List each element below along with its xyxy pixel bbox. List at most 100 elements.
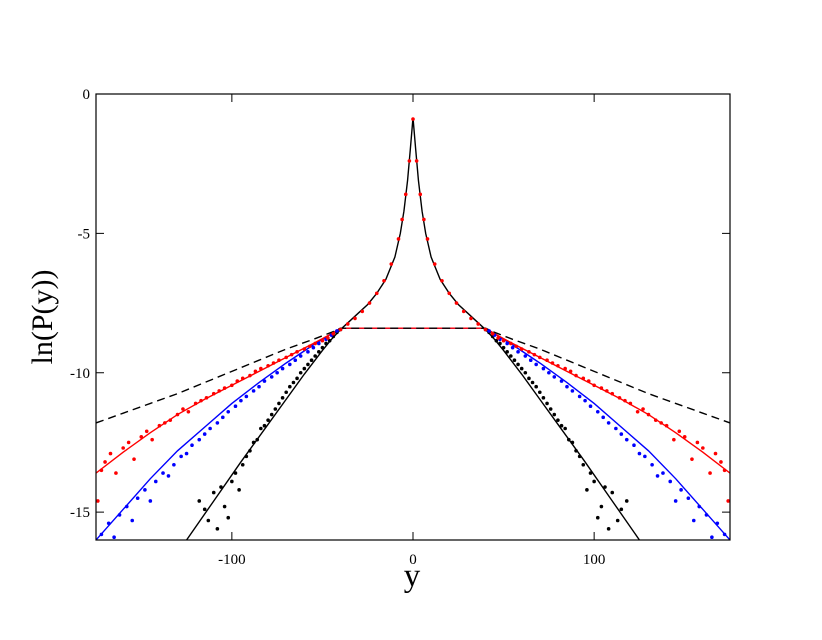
data-point-s2-51 — [403, 192, 408, 197]
data-point-s2-49 — [396, 237, 401, 241]
plot-marks — [96, 117, 730, 540]
data-point-s0-64 — [574, 449, 578, 453]
data-point-s2-95 — [664, 423, 669, 428]
data-point-s2-79 — [568, 369, 573, 374]
series-line-5 — [96, 327, 730, 474]
data-point-s2-87 — [617, 396, 622, 400]
data-point-s0-76 — [619, 507, 624, 512]
data-point-s2-28 — [259, 366, 263, 371]
data-point-s1-68 — [655, 474, 660, 478]
data-point-s0-61 — [563, 426, 567, 431]
data-point-s0-47 — [512, 358, 517, 363]
data-point-s0-55 — [541, 396, 546, 400]
data-point-s0-52 — [530, 380, 535, 385]
data-point-s0-45 — [505, 350, 509, 354]
data-point-s2-106 — [726, 499, 730, 503]
data-point-s0-14 — [251, 440, 256, 445]
data-point-s2-4 — [114, 471, 118, 475]
data-point-s2-42 — [345, 322, 350, 326]
data-point-s0-72 — [603, 485, 607, 489]
data-point-s2-71 — [519, 347, 524, 351]
data-point-s0-25 — [291, 380, 296, 385]
data-point-s2-83 — [592, 383, 596, 388]
data-point-s1-79 — [722, 532, 727, 537]
data-point-s1-17 — [202, 432, 207, 436]
data-point-s0-50 — [523, 370, 528, 375]
data-point-s2-57 — [425, 237, 430, 241]
data-point-s2-54 — [414, 159, 419, 163]
y-axis-label: ln(P(y)) — [26, 270, 59, 365]
data-point-s0-58 — [552, 412, 557, 417]
data-point-s2-3 — [108, 451, 113, 456]
data-point-s2-50 — [400, 217, 404, 222]
data-point-s1-61 — [614, 426, 618, 431]
data-point-s2-25 — [240, 376, 245, 381]
data-point-s2-22 — [222, 386, 227, 390]
data-point-s1-32 — [293, 358, 298, 363]
data-point-s2-86 — [610, 391, 615, 396]
data-point-s2-38 — [320, 338, 325, 343]
data-point-s1-20 — [221, 415, 225, 420]
data-point-s0-62 — [566, 437, 571, 442]
data-point-s2-99 — [690, 457, 694, 461]
data-point-s0-70 — [595, 515, 600, 520]
y-tick-label-2: -10 — [70, 366, 90, 382]
data-point-s0-63 — [570, 440, 575, 445]
data-point-s2-30 — [271, 361, 276, 365]
x-axis-label: y — [404, 558, 421, 594]
data-point-s2-105 — [722, 468, 727, 473]
data-point-s2-60 — [447, 291, 452, 296]
data-point-s0-34 — [324, 341, 328, 346]
data-point-s2-67 — [496, 336, 500, 340]
data-point-s1-53 — [565, 384, 569, 389]
data-point-s2-2 — [103, 460, 107, 464]
data-point-s1-49 — [541, 366, 546, 371]
data-point-s0-30 — [309, 358, 314, 363]
data-point-s0-35 — [327, 338, 332, 343]
data-point-s0-66 — [581, 462, 586, 467]
data-point-s1-56 — [583, 398, 587, 403]
data-point-s0-75 — [615, 518, 620, 523]
data-point-s1-51 — [552, 375, 557, 379]
data-point-s2-1 — [99, 468, 104, 473]
data-point-s1-73 — [686, 496, 691, 500]
data-point-s2-80 — [574, 373, 578, 378]
data-point-s1-18 — [208, 426, 212, 431]
data-point-s0-44 — [501, 345, 506, 350]
data-point-s1-19 — [215, 421, 220, 425]
data-point-s1-10 — [161, 471, 165, 475]
data-point-s2-34 — [295, 350, 299, 354]
data-point-s2-61 — [454, 301, 459, 305]
data-point-s1-63 — [624, 437, 629, 442]
data-point-s1-76 — [704, 513, 709, 517]
data-point-s2-84 — [599, 386, 604, 390]
plot-background — [96, 94, 730, 540]
data-point-s2-58 — [432, 262, 437, 266]
data-point-s0-46 — [509, 354, 513, 358]
data-point-s0-48 — [516, 362, 520, 367]
data-point-s2-15 — [181, 407, 185, 411]
data-point-s1-78 — [715, 521, 720, 526]
data-point-s2-101 — [701, 446, 705, 450]
data-point-s1-59 — [601, 415, 605, 420]
data-point-s2-6 — [126, 440, 131, 445]
data-point-s2-93 — [653, 418, 658, 422]
data-point-s0-23 — [284, 390, 289, 395]
data-point-s2-11 — [157, 423, 162, 428]
data-point-s1-60 — [606, 421, 611, 425]
data-point-s2-55 — [418, 192, 423, 197]
data-point-s1-43 — [505, 341, 509, 346]
data-point-s2-100 — [695, 440, 700, 445]
data-point-s0-5 — [219, 485, 223, 489]
data-point-s1-50 — [547, 370, 551, 375]
data-point-s2-88 — [623, 398, 627, 403]
data-point-s1-31 — [288, 362, 292, 367]
data-point-s0-68 — [588, 471, 593, 475]
data-point-s1-35 — [311, 345, 316, 350]
data-point-s1-65 — [637, 451, 642, 456]
data-point-s2-70 — [514, 344, 519, 349]
data-point-s0-26 — [295, 376, 299, 381]
data-point-s1-36 — [317, 341, 321, 346]
data-point-s1-72 — [679, 488, 683, 492]
